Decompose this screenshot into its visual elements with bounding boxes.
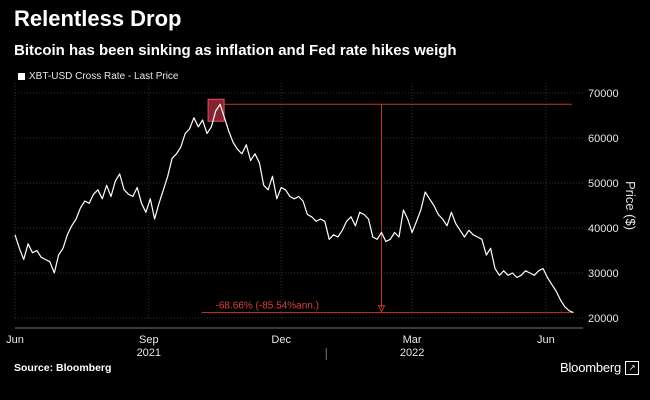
legend: XBT-USD Cross Rate - Last Price [18,71,178,82]
y-tick-label: 60000 [588,133,619,145]
chart-title: Relentless Drop [14,6,182,31]
chart-subtitle: Bitcoin has been sinking as inflation an… [14,42,457,59]
legend-label: XBT-USD Cross Rate - Last Price [29,71,179,82]
y-tick-label: 20000 [588,313,619,325]
x-tick-label: Sep [139,334,159,346]
price-series-line [14,103,574,314]
y-axis-label: Price ($) [623,181,638,230]
source-note: Source: Bloomberg [14,362,112,374]
y-tick-label: 70000 [588,88,619,100]
x-tick-label: Jun [6,334,24,346]
x-tick-label: Jun [537,334,555,346]
legend-swatch [18,73,25,80]
brand-text: Bloomberg [560,360,622,375]
y-tick-label: 40000 [588,223,619,235]
year-label: 2022 [400,347,424,359]
x-tick-label: Mar [403,334,422,346]
external-link-icon: ↗ [625,360,640,375]
y-tick-label: 30000 [588,268,619,280]
year-label: 2021 [137,347,161,359]
drop-arrow-head [377,305,386,313]
bloomberg-logo: Bloomberg ↗ [560,360,640,375]
drop-annotation-label: -68.66% (-85.54%ann.) [216,301,319,312]
x-tick-label: Dec [271,334,291,346]
y-tick-label: 50000 [588,178,619,190]
